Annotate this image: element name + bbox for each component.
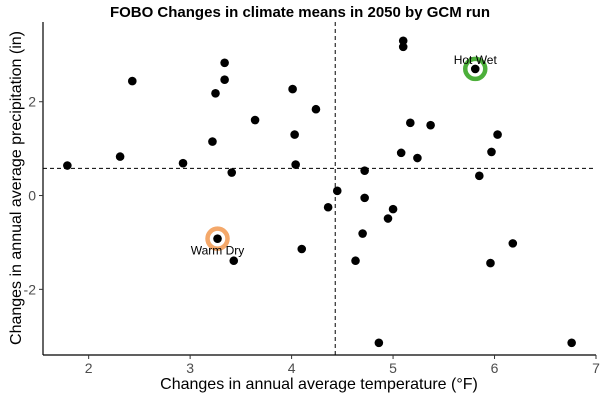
data-point: [229, 256, 239, 266]
data-point: [374, 338, 384, 348]
data-point: [297, 244, 307, 254]
data-point: [360, 193, 369, 203]
x-tick-label: 6: [491, 360, 499, 376]
data-point: [220, 58, 229, 68]
data-point: [178, 158, 188, 168]
data-point: [413, 153, 422, 163]
x-tick-label: 3: [186, 360, 194, 376]
highlight-ring: [205, 226, 230, 251]
data-point: [311, 104, 321, 114]
data-point: [508, 239, 518, 248]
y-axis-ticks: -2 0 2: [24, 94, 43, 297]
data-point: [115, 152, 125, 161]
x-tick-label: 5: [389, 360, 397, 376]
data-point: [487, 147, 496, 157]
data-point: [227, 168, 237, 177]
y-tick-label: 0: [28, 188, 36, 204]
data-point: [406, 118, 415, 128]
data-point: [332, 186, 342, 196]
data-point: [567, 338, 576, 348]
y-tick-label: -2: [24, 281, 37, 297]
data-point: [426, 120, 435, 130]
data-points: [63, 36, 576, 348]
data-point: [383, 214, 393, 223]
x-tick-label: 2: [85, 360, 93, 376]
data-point: [290, 130, 299, 139]
data-point: [288, 84, 297, 94]
highlight-markers: Hot Wet Warm Dry: [191, 53, 498, 258]
y-axis-label: Changes in annual average precipitation …: [8, 31, 25, 345]
data-point: [211, 88, 220, 98]
chart-title: FOBO Changes in climate means in 2050 by…: [110, 4, 490, 21]
data-point: [470, 64, 480, 74]
data-point: [396, 148, 406, 158]
x-tick-label: 4: [288, 360, 296, 376]
data-point: [398, 42, 408, 52]
data-point: [388, 204, 398, 214]
data-point: [213, 234, 222, 243]
highlight-label: Warm Dry: [191, 244, 245, 258]
data-point: [351, 256, 360, 266]
data-point: [291, 160, 300, 169]
x-tick-label: 7: [592, 360, 600, 376]
highlight-label: Hot Wet: [454, 53, 498, 67]
highlight-ring: [463, 56, 488, 82]
data-point: [486, 258, 495, 268]
y-tick-label: 2: [28, 94, 36, 110]
data-point: [323, 202, 333, 212]
x-axis-label: Changes in annual average temperature (°…: [160, 376, 478, 393]
data-point: [493, 130, 502, 139]
x-axis-ticks: 2 3 4 5 6 7: [85, 355, 600, 376]
data-point: [360, 166, 369, 175]
data-point: [63, 161, 72, 170]
data-point: [127, 76, 137, 86]
data-point: [398, 36, 408, 46]
data-point: [358, 229, 367, 238]
data-point: [250, 115, 260, 125]
data-point: [220, 75, 229, 84]
data-point: [208, 137, 217, 146]
reference-lines: [43, 22, 596, 355]
data-point: [475, 171, 484, 181]
